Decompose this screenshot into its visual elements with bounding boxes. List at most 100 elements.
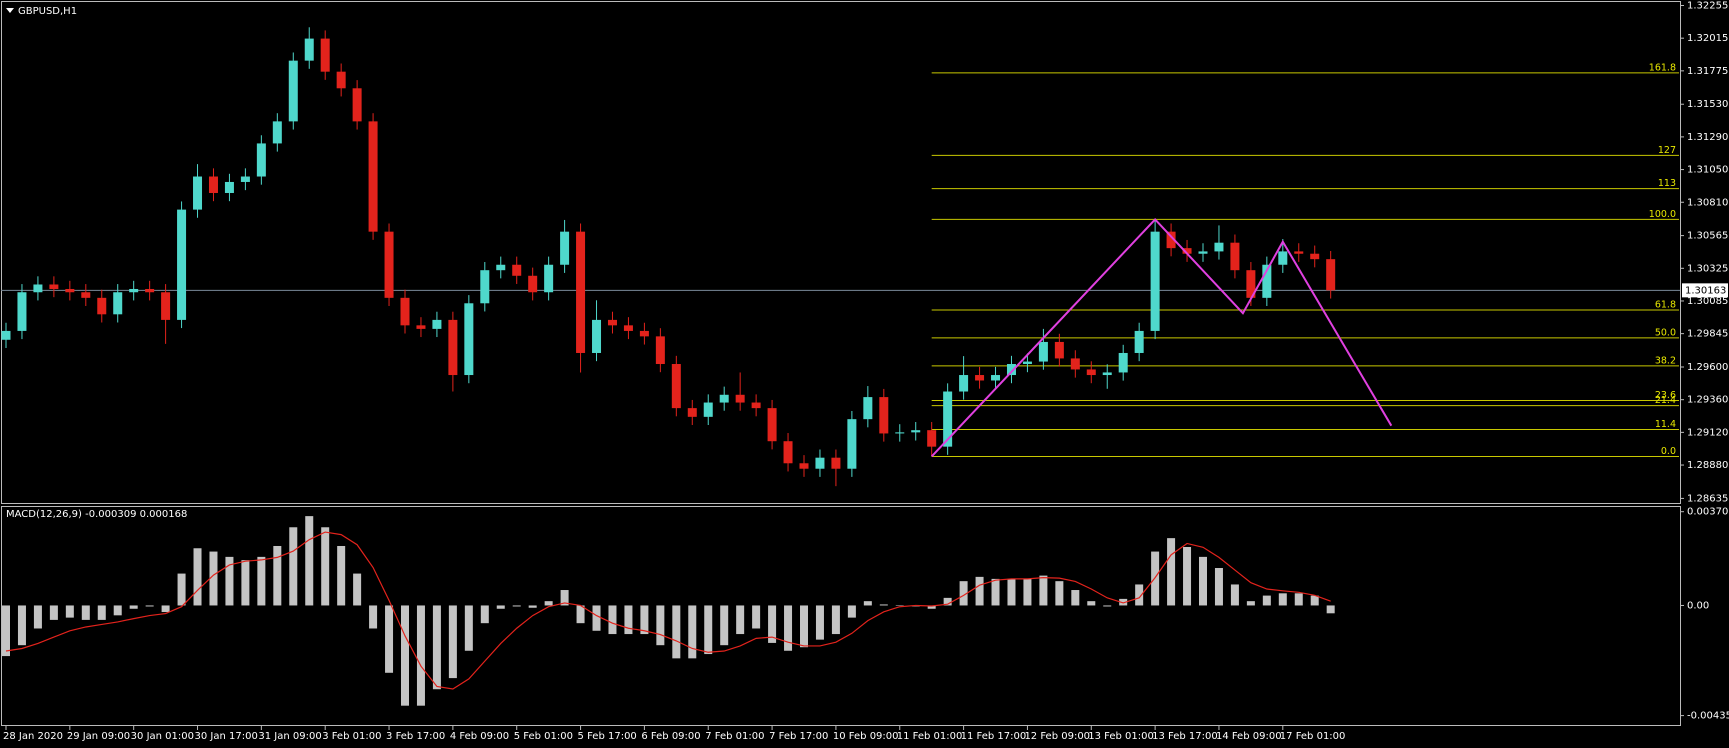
macd-bar [97,605,106,620]
symbol-title: GBPUSD,H1 [18,6,77,17]
y-tick-label: 1.31290 [1687,132,1728,143]
candle-body [879,397,889,434]
candle-body [927,430,937,447]
macd-bar [1023,578,1032,606]
macd-bar [704,605,713,655]
candle-body [528,275,538,293]
candle-body [320,38,330,72]
macd-bar [560,590,569,606]
macd-bar [624,605,633,635]
x-tick-label: 17 Feb 01:00 [1280,731,1346,742]
candle-body [1198,251,1208,254]
macd-bar [608,605,617,635]
candle-body [544,264,554,293]
x-tick-label: 6 Feb 09:00 [641,731,700,742]
candle-body [1086,369,1096,376]
macd-bar [1230,584,1239,606]
candle-body [560,231,570,265]
y-tick-label: 1.30085 [1687,296,1728,307]
candle-body [33,284,43,293]
x-tick-label: 14 Feb 09:00 [1216,731,1282,742]
fib-label: 21.4 [1655,395,1676,406]
macd-bar [353,573,362,606]
macd-bar [576,605,585,624]
macd-bar [1055,581,1064,606]
macd-bar [289,527,298,606]
macd-bar [1310,595,1319,606]
candle-body [815,457,825,469]
macd-bar [592,605,601,631]
macd-bar [1262,595,1271,606]
macd-bar [1119,598,1128,606]
candle-body [97,297,107,315]
candle-body [352,88,362,122]
y-tick-label: 1.29360 [1687,395,1728,406]
candle-body [161,292,171,320]
macd-bar [209,551,218,606]
candle-body [671,364,681,409]
fib-label: 61.8 [1655,299,1676,310]
candle-body [1118,352,1128,373]
macd-bar [1246,601,1255,606]
candle-body [1070,358,1080,370]
macd-bar [385,605,394,673]
signal-line [5,531,1331,690]
candle-body [1182,248,1192,254]
candle-body [847,419,857,469]
macd-bar [416,605,425,706]
candle-body [193,176,203,210]
x-tick-label: 7 Feb 17:00 [769,731,828,742]
candle-body [368,121,378,232]
macd-bar [991,578,1000,606]
macd-bar [879,604,888,606]
macd-bar [800,605,808,648]
macd-bar [863,601,872,606]
candle-body [464,303,474,376]
candle-body [655,336,665,365]
macd-bar [464,605,473,651]
y-tick-label: 1.29600 [1687,362,1728,373]
x-tick-label: 3 Feb 01:00 [322,731,381,742]
macd-bar [831,605,840,635]
symbol-menu-arrow[interactable] [6,8,14,13]
x-tick-label: 4 Feb 09:00 [450,731,509,742]
candle-body [735,394,745,403]
macd-bar [544,601,553,606]
macd-bar [241,560,250,606]
macd-bar [672,605,681,659]
candle-body [719,394,729,403]
candle-body [17,292,27,331]
candle-body [1214,242,1224,252]
macd-bar [161,605,170,613]
candle-body [799,463,809,469]
macd-bar [1326,605,1335,614]
fib-label: 0.0 [1661,446,1676,457]
macd-bar [1007,578,1016,606]
macd-bar [1199,556,1207,606]
candle-body [400,297,410,326]
candle-body [129,288,139,293]
y-tick-label: 1.29845 [1687,329,1728,340]
x-tick-label: 5 Feb 17:00 [578,731,637,742]
candle-body [1230,242,1240,271]
y-tick-label: 1.30565 [1687,231,1728,242]
macd-bar [129,605,138,609]
macd-bar [33,605,42,629]
candle-body [895,432,905,434]
x-tick-label: 30 Jan 17:00 [195,731,258,742]
macd-bar [81,605,90,620]
x-tick-label: 13 Feb 17:00 [1152,731,1218,742]
macd-bar [401,605,409,706]
macd-bar [369,605,378,629]
candle-body [1022,361,1032,365]
candle-body [959,375,969,392]
macd-bar [720,605,729,646]
macd-bar [1135,584,1144,606]
macd-bar [480,605,489,624]
x-tick-label: 29 Jan 09:00 [67,731,130,742]
y-tick-label: 1.31775 [1687,66,1728,77]
macd-bar [145,605,154,607]
zigzag-pattern [930,217,1393,458]
macd-bar [1087,601,1096,606]
